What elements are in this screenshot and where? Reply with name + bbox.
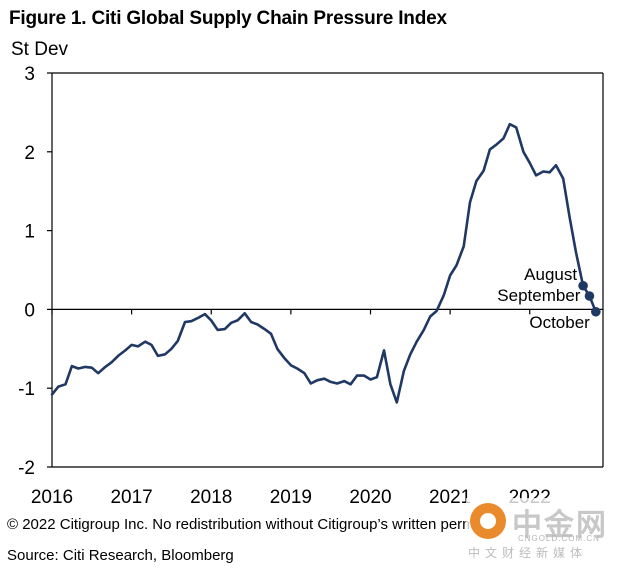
y-tick-labels: -2 -1 0 1 2 3 (18, 64, 35, 479)
copyright-note: © 2022 Citigroup Inc. No redistribution … (7, 516, 486, 533)
y-tick-label: 0 (24, 300, 35, 321)
series-line (50, 122, 598, 404)
watermark-logo-icon (470, 503, 506, 539)
y-axis-label: St Dev (11, 39, 69, 60)
y-tick-label: 3 (24, 64, 35, 85)
x-tick-label: 2018 (190, 487, 232, 508)
watermark: 中金网 CNGOLD.COM.CN 中文财经新媒体 (466, 498, 616, 562)
annotation-label: August (524, 265, 577, 284)
watermark-en-name: CNGOLD.COM.CN (518, 534, 600, 543)
annotation-marker (584, 291, 595, 301)
chart-title: Figure 1. Citi Global Supply Chain Press… (9, 8, 447, 29)
x-tick-label: 2016 (31, 487, 73, 508)
watermark-cn-name: 中金网 (512, 508, 608, 543)
source-note: Source: Citi Research, Bloomberg (7, 547, 234, 564)
y-tick-label: 2 (24, 143, 35, 164)
x-tick-label: 2021 (429, 487, 471, 508)
y-tick-label: -1 (18, 379, 35, 400)
x-tick-label: 2019 (270, 487, 312, 508)
series-lines (50, 122, 598, 404)
annotation-label: September (497, 286, 580, 305)
x-tick-label: 2020 (349, 487, 391, 508)
annotation-marker (578, 280, 588, 291)
annotation-markers: August September October (497, 265, 601, 332)
annotation-label: October (529, 313, 590, 332)
y-tick-label: 1 (24, 222, 35, 243)
chart: St Dev -2 -1 0 1 2 3 2016 2017 2018 2019 2020 2021… (11, 39, 604, 508)
watermark-subtitle: 中文财经新媒体 (468, 546, 588, 560)
x-tick-labels: 2016201720182019202020212022 (31, 487, 551, 508)
axes (47, 72, 604, 468)
x-tick-label: 2017 (110, 487, 152, 508)
annotation-marker (591, 306, 601, 317)
y-tick-label: -2 (18, 458, 35, 479)
